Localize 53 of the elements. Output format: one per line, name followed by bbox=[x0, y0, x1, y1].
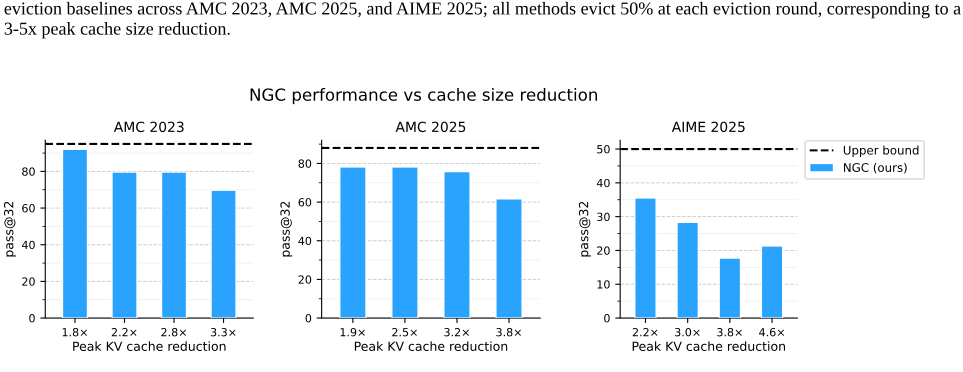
bar bbox=[210, 190, 236, 318]
bar bbox=[112, 172, 138, 318]
y-tick-label: 60 bbox=[298, 198, 312, 206]
chart-title: AMC 2025 bbox=[396, 122, 466, 132]
chart-title: AMC 2023 bbox=[114, 122, 184, 132]
y-tick-label: 40 bbox=[22, 240, 35, 250]
x-axis-title: Peak KV cache reduction bbox=[73, 341, 226, 351]
y-tick-label: 50 bbox=[597, 145, 610, 154]
x-tick-label: 3.8× bbox=[496, 328, 521, 336]
bar bbox=[339, 166, 366, 318]
x-tick-label: 1.8× bbox=[62, 328, 87, 336]
text: NGC performance vs cache size reduction bbox=[250, 88, 598, 104]
bar bbox=[634, 197, 657, 318]
y-axis-title: pass@32 bbox=[280, 202, 292, 257]
x-tick-label: 2.2× bbox=[632, 328, 658, 336]
x-tick-label: 3.3× bbox=[210, 328, 236, 336]
y-tick-label: 0 bbox=[29, 314, 35, 322]
y-tick-label: 40 bbox=[298, 236, 312, 246]
bar bbox=[718, 258, 741, 318]
y-axis-title: pass@32 bbox=[578, 202, 591, 257]
x-tick-label: 4.6× bbox=[759, 328, 784, 336]
bar bbox=[443, 171, 471, 318]
y-tick-label: 20 bbox=[597, 246, 610, 255]
bar bbox=[391, 166, 418, 318]
y-axis-title: pass@32 bbox=[4, 202, 16, 257]
x-tick-label: 3.0× bbox=[675, 328, 700, 336]
y-tick-label: 0 bbox=[604, 314, 610, 322]
legend-label: NGC (ours) bbox=[844, 162, 907, 174]
y-tick-label: 0 bbox=[306, 314, 312, 322]
x-tick-label: 2.2× bbox=[112, 328, 136, 336]
bar bbox=[760, 246, 784, 318]
y-tick-label: 40 bbox=[596, 178, 610, 188]
text: eviction baselines across AMC 2023, AMC 2025, and AIME 2025; all methods evict 50% at each eviction round, corresponding to a 3-5x peak cache size reduction. bbox=[4, 2, 961, 38]
chart-title: AIME 2025 bbox=[672, 122, 745, 132]
x-tick-label: 3.2× bbox=[444, 328, 469, 336]
x-axis-title: Peak KV cache reduction bbox=[354, 341, 508, 351]
x-tick-label: 3.8× bbox=[717, 328, 742, 336]
x-tick-label: 1.9× bbox=[340, 328, 365, 336]
bar bbox=[495, 198, 523, 318]
x-tick-label: 2.5× bbox=[392, 328, 417, 336]
y-tick-label: 80 bbox=[298, 159, 312, 168]
y-tick-label: 80 bbox=[22, 167, 35, 176]
bar bbox=[676, 222, 699, 318]
x-tick-label: 2.8× bbox=[161, 328, 186, 336]
bar bbox=[161, 172, 187, 318]
y-tick-label: 60 bbox=[22, 204, 35, 212]
y-tick-label: 20 bbox=[22, 277, 35, 286]
y-tick-label: 20 bbox=[298, 275, 312, 284]
ref-line-label: Upper bound bbox=[844, 146, 918, 157]
y-tick-label: 30 bbox=[597, 212, 610, 222]
x-axis-title: Peak KV cache reduction bbox=[632, 341, 785, 351]
bar bbox=[62, 148, 88, 318]
y-tick-label: 10 bbox=[598, 280, 610, 289]
